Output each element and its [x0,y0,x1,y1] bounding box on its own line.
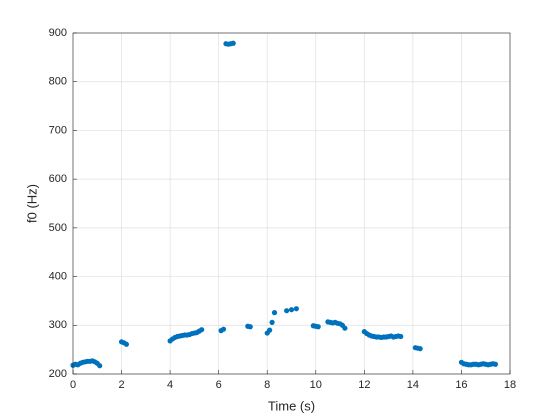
data-point [97,363,103,369]
x-tick-label: 16 [455,379,467,391]
data-point [284,308,290,314]
data-point [230,40,236,46]
x-tick-label: 0 [70,379,76,391]
x-tick-label: 8 [264,379,270,391]
y-tick-label: 300 [49,319,67,331]
y-tick-label: 800 [49,76,67,88]
y-tick-label: 200 [49,368,67,380]
x-tick-label: 18 [504,379,516,391]
x-axis-label: Time (s) [268,398,315,413]
x-tick-label: 2 [118,379,124,391]
data-point [267,327,273,333]
data-point [271,310,278,316]
y-tick-label: 400 [49,270,67,282]
axes-box [72,32,511,375]
y-tick-label: 900 [49,27,67,39]
data-point [199,327,205,333]
data-point [342,325,348,331]
y-tick-label: 600 [49,173,67,185]
plot-area [73,33,510,374]
x-tick-label: 10 [310,379,322,391]
data-point [288,307,295,313]
data-point [247,324,253,330]
x-tick-label: 12 [358,379,370,391]
data-points [70,40,499,369]
x-tick-label: 14 [407,379,419,391]
y-tick-label: 500 [49,222,67,234]
data-point [123,341,130,347]
data-point [293,306,299,312]
data-point [398,333,404,340]
y-axis-label: f0 (Hz) [24,184,39,223]
x-tick-label: 4 [167,379,173,391]
data-point [417,346,423,352]
data-point [220,326,227,332]
data-point [269,319,275,325]
y-tick-label: 700 [49,124,67,136]
x-tick-label: 6 [216,379,222,391]
data-point [315,324,321,330]
data-point [492,361,499,367]
